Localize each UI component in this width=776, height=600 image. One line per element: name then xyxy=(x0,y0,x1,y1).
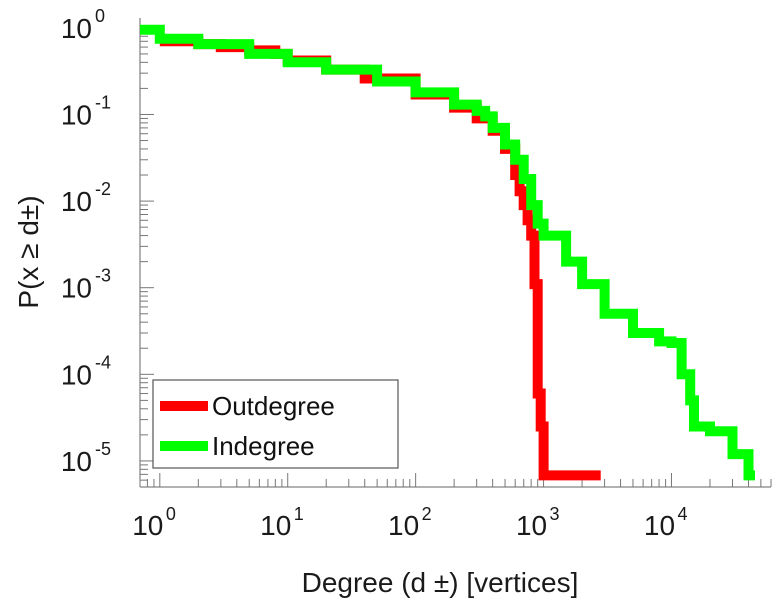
x-tick-exponent: 1 xyxy=(294,504,304,524)
y-tick-exponent: -4 xyxy=(95,352,111,372)
x-tick-exponent: 4 xyxy=(677,504,687,524)
x-tick-base: 10 xyxy=(132,510,163,541)
y-tick-label: 10 -5 xyxy=(61,439,111,477)
x-tick-label: 10 4 xyxy=(644,504,688,541)
legend-label-indegree: Indegree xyxy=(212,431,315,461)
y-tick-label: 10 -3 xyxy=(61,266,111,304)
y-tick-base: 10 xyxy=(61,13,92,44)
y-tick-exponent: -1 xyxy=(95,92,111,112)
x-tick-exponent: 0 xyxy=(166,504,176,524)
x-tick-base: 10 xyxy=(388,510,419,541)
legend: Outdegree Indegree xyxy=(152,379,399,469)
y-tick-base: 10 xyxy=(61,186,92,217)
y-tick-base: 10 xyxy=(61,446,92,477)
x-tick-base: 10 xyxy=(644,510,675,541)
legend-label-outdegree: Outdegree xyxy=(212,391,335,421)
y-tick-exponent: 0 xyxy=(95,6,105,26)
x-tick-base: 10 xyxy=(260,510,291,541)
y-tick-base: 10 xyxy=(61,359,92,390)
x-tick-exponent: 2 xyxy=(422,504,432,524)
y-axis-title: P(x ≥ d±) xyxy=(13,195,44,308)
y-tick-label: 10 -4 xyxy=(61,352,111,390)
y-tick-label: 10 -2 xyxy=(61,179,111,217)
x-axis-title: Degree (d ±) [vertices] xyxy=(302,567,579,598)
y-tick-label: 10 0 xyxy=(61,6,105,44)
x-tick-label: 10 0 xyxy=(132,504,176,541)
y-tick-exponent: -5 xyxy=(95,439,111,459)
x-tick-label: 10 3 xyxy=(516,504,560,541)
x-tick-label: 10 2 xyxy=(388,504,432,541)
y-tick-label: 10 -1 xyxy=(61,92,111,130)
minor-ticks xyxy=(139,27,772,487)
y-tick-base: 10 xyxy=(61,99,92,130)
x-tick-exponent: 3 xyxy=(550,504,560,524)
x-tick-base: 10 xyxy=(516,510,547,541)
x-tick-label: 10 1 xyxy=(260,504,304,541)
x-tick-labels: 10 0 10 1 10 2 10 3 10 4 xyxy=(132,504,687,541)
series-line-indegree xyxy=(140,24,755,481)
series-layer xyxy=(140,24,755,481)
y-tick-exponent: -3 xyxy=(95,266,111,286)
y-tick-base: 10 xyxy=(61,273,92,304)
y-tick-exponent: -2 xyxy=(95,179,111,199)
legend-box xyxy=(152,379,399,469)
